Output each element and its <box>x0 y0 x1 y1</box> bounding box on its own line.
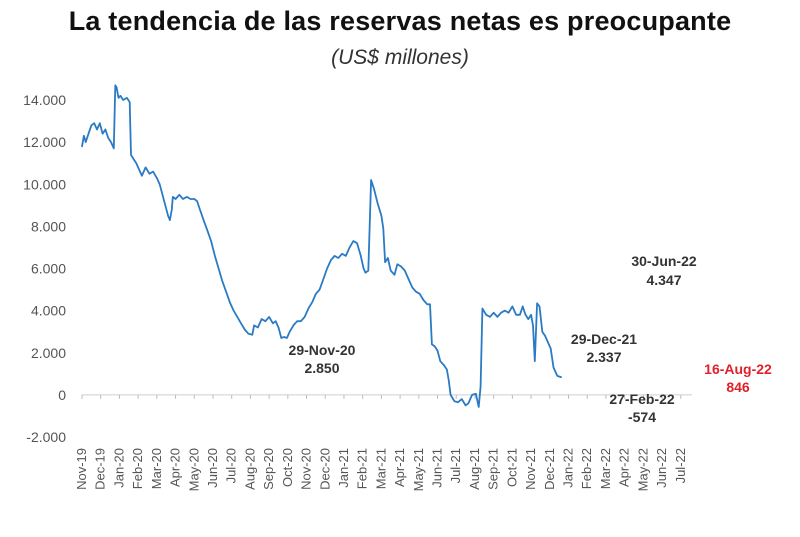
x-tick-label: Nov-19 <box>74 448 89 490</box>
x-tick-label: Aug-21 <box>467 448 482 490</box>
x-tick-label: Dec-20 <box>317 448 332 490</box>
y-tick-label: 6.000 <box>31 261 66 277</box>
x-tick-label: Jun-21 <box>430 448 445 488</box>
x-tick-label: Jan-21 <box>336 448 351 488</box>
y-tick-label: 12.000 <box>23 134 66 150</box>
x-tick-label: Apr-22 <box>617 448 632 487</box>
x-tick-label: Jan-22 <box>561 448 576 488</box>
x-tick-label: Sep-21 <box>486 448 501 490</box>
x-tick-label: Nov-21 <box>523 448 538 490</box>
x-tick-label: Feb-20 <box>130 448 145 489</box>
annotation-dec21-date: 29-Dec-21 <box>571 331 637 347</box>
x-tick-label: Jul-20 <box>224 448 239 483</box>
annotation-nov20-value: 2.850 <box>304 360 339 376</box>
x-tick-label: Mar-22 <box>598 448 613 489</box>
series-group <box>81 84 562 408</box>
annotation-dec21-value: 2.337 <box>586 349 621 365</box>
y-tick-label: 0 <box>58 387 66 403</box>
annotation-feb22-date: 27-Feb-22 <box>609 391 675 407</box>
x-tick-label: Dec-19 <box>93 448 108 490</box>
x-tick-label: Feb-21 <box>355 448 370 489</box>
x-tick-label: Nov-20 <box>299 448 314 490</box>
x-tick-label: Jul-21 <box>448 448 463 483</box>
x-tick-label: Oct-21 <box>504 448 519 487</box>
x-axis: Nov-19 Dec-19 Jan-20 Feb-20 Mar-20 Apr-20 May-… <box>74 394 692 491</box>
x-tick-label: May-20 <box>186 448 201 491</box>
x-tick-label: Oct-20 <box>280 448 295 487</box>
x-tick-label: May-21 <box>411 448 426 491</box>
y-axis-ticks: 14.000 12.000 10.000 8.000 6.000 4.000 2.000 0 -… <box>23 92 66 445</box>
x-tick-label: Apr-21 <box>392 448 407 487</box>
x-tick-label: Aug-20 <box>242 448 257 490</box>
y-tick-label: 4.000 <box>31 303 66 319</box>
y-tick-label: 8.000 <box>31 218 66 234</box>
x-tick-label: Feb-22 <box>579 448 594 489</box>
annotation-nov20-date: 29-Nov-20 <box>289 342 356 358</box>
x-tick-label: Mar-20 <box>149 448 164 489</box>
x-tick-label: Mar-21 <box>373 448 388 489</box>
annotation-feb22-value: -574 <box>628 409 656 425</box>
chart-subtitle: (US$ millones) <box>331 46 469 69</box>
x-tick-label: Jan-20 <box>111 448 126 488</box>
y-tick-label: 14.000 <box>23 92 66 108</box>
chart-title: La tendencia de las reservas netas es pr… <box>68 6 732 36</box>
annotations-group: 29-Nov-20 2.850 29-Dec-21 2.337 27-Feb-2… <box>289 253 773 425</box>
y-tick-label: -2.000 <box>26 429 66 445</box>
x-tick-label: Apr-20 <box>168 448 183 487</box>
series-line-reservas-netas <box>81 84 562 408</box>
x-tick-label: Jun-20 <box>205 448 220 488</box>
y-tick-label: 10.000 <box>23 176 66 192</box>
x-tick-label: Dec-21 <box>542 448 557 490</box>
annotation-jun22-date: 30-Jun-22 <box>631 253 697 269</box>
annotation-aug22-value: 846 <box>726 379 750 395</box>
x-tick-label: Jul-22 <box>673 448 688 483</box>
annotation-aug22-date: 16-Aug-22 <box>704 361 772 377</box>
x-tick-label: May-22 <box>635 448 650 491</box>
y-tick-label: 2.000 <box>31 345 66 361</box>
x-tick-label: Sep-20 <box>261 448 276 490</box>
x-tick-label: Jun-22 <box>654 448 669 488</box>
annotation-jun22-value: 4.347 <box>646 272 681 288</box>
